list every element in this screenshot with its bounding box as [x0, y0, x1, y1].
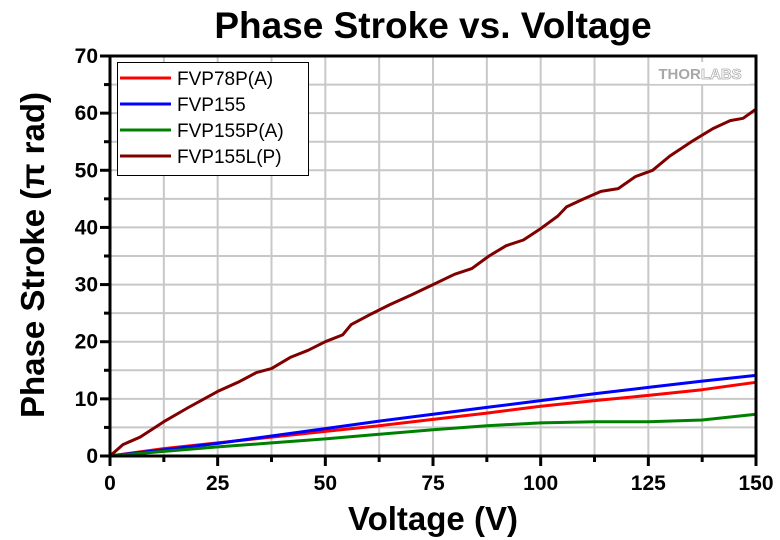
series-lines	[108, 107, 758, 458]
legend-label: FVP155P(A)	[177, 121, 284, 142]
x-tick-label: 100	[523, 472, 558, 495]
y-tick-label: 50	[75, 159, 98, 182]
x-tick-label: 0	[104, 472, 116, 495]
y-axis-label: Phase Stroke (π rad)	[14, 92, 51, 418]
x-axis-label: Voltage (V)	[348, 500, 518, 537]
grid-lines	[110, 56, 756, 456]
chart-title: Phase Stroke vs. Voltage	[214, 5, 651, 46]
x-tick-label: 25	[206, 472, 230, 495]
watermark-bold: THOR	[658, 66, 701, 83]
thorlabs-watermark: THORLABS	[650, 62, 750, 84]
series-line-fvp155p-a	[108, 412, 758, 458]
watermark-text: THORLABS	[658, 66, 741, 83]
y-tick-label: 30	[75, 274, 98, 297]
legend: FVP78P(A) FVP155 FVP155P(A) FVP155L(P)	[117, 62, 309, 176]
legend-label: FVP155L(P)	[177, 147, 282, 168]
x-tick-label: 75	[421, 472, 445, 495]
x-tick-labels: 0 25 50 75 100 125 150	[104, 472, 773, 495]
y-tick-labels: 0 10 20 30 40 50 60 70	[75, 45, 98, 468]
x-tick-label: 125	[631, 472, 666, 495]
x-tick-label: 150	[738, 472, 773, 495]
series-line-fvp155l-p	[108, 107, 758, 458]
legend-label: FVP155	[177, 95, 246, 116]
legend-label: FVP78P(A)	[177, 69, 273, 90]
series-line-fvp155	[108, 373, 758, 458]
y-tick-label: 0	[86, 445, 98, 468]
watermark-light: LABS	[701, 66, 742, 83]
watermark-background	[650, 62, 750, 84]
y-tick-label: 60	[75, 102, 98, 125]
y-tick-label: 20	[75, 331, 98, 354]
y-tick-label: 70	[75, 45, 98, 68]
x-tick-label: 50	[314, 472, 337, 495]
y-tick-label: 40	[75, 216, 98, 239]
tick-marks	[100, 54, 758, 466]
y-tick-label: 10	[75, 388, 98, 411]
